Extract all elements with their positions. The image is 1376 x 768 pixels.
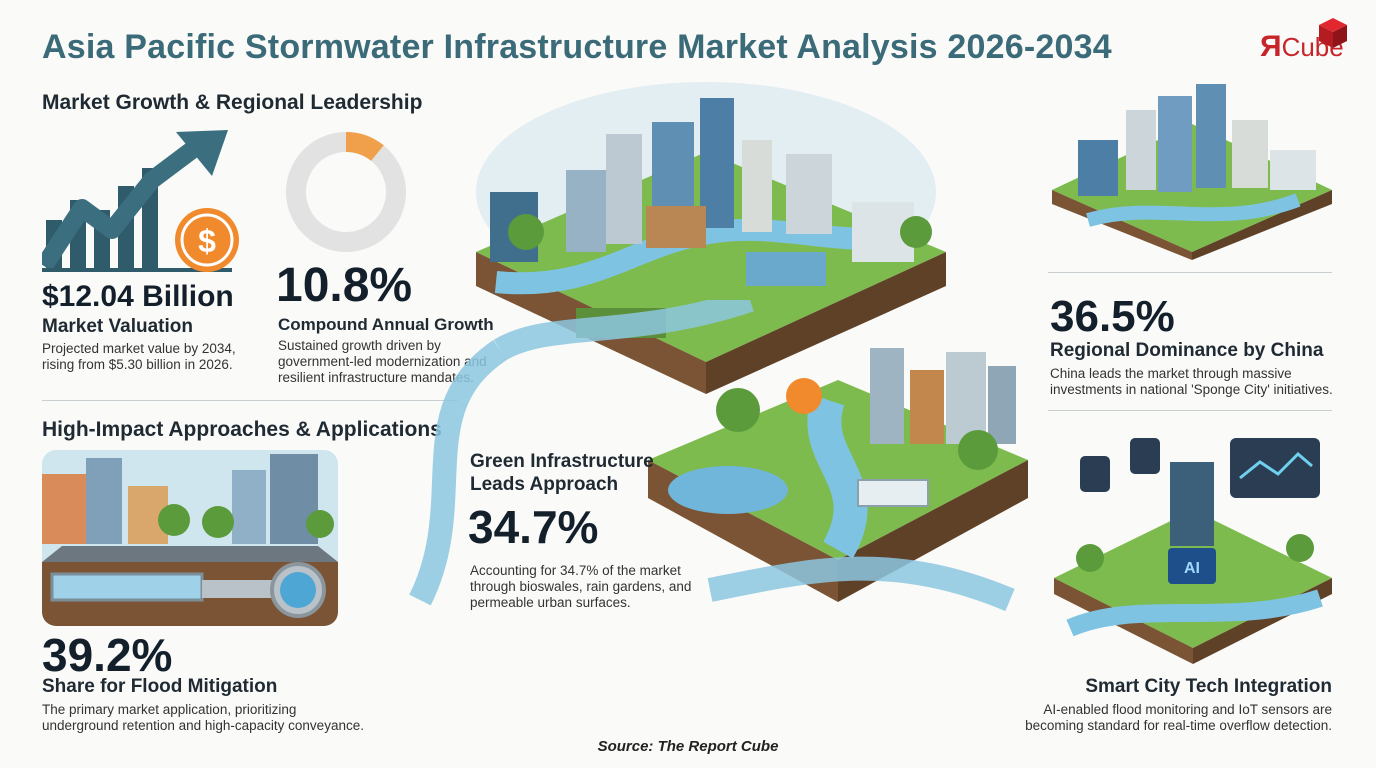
sponge-city-illustration (1052, 84, 1332, 260)
donut-chart-icon (286, 132, 406, 252)
smart-city-illustration: AI (1054, 438, 1332, 664)
city-island-illustration (476, 82, 946, 394)
growth-arrow-icon: $ (42, 130, 239, 272)
green-value: 34.7% (468, 501, 599, 553)
green-label: Green Infrastructure Leads Approach (470, 451, 654, 495)
ai-chip-icon: AI (1168, 548, 1216, 584)
cube-icon (1319, 18, 1347, 48)
section-divider (42, 400, 458, 401)
page-title: Asia Pacific Stormwater Infrastructure M… (42, 28, 1112, 66)
cagr-value: 10.8% (276, 259, 413, 312)
china-label: Regional Dominance by China (1050, 340, 1324, 361)
source-note: Source: The Report Cube (597, 738, 779, 755)
smart-desc: AI-enabled flood monitoring and IoT sens… (1025, 702, 1332, 733)
dollar-coin-icon: $ (175, 208, 239, 272)
china-desc: China leads the market through massive i… (1050, 366, 1333, 397)
section-heading-growth: Market Growth & Regional Leadership (42, 91, 423, 114)
river-path-illustration (409, 300, 1015, 612)
svg-text:AI: AI (1184, 560, 1200, 577)
flood-desc: The primary market application, prioriti… (42, 702, 364, 733)
brand-logo[interactable]: ЯCube (1260, 16, 1350, 66)
valuation-label: Market Valuation (42, 316, 193, 337)
cagr-label: Compound Annual Growth (278, 315, 494, 334)
svg-text:$: $ (198, 223, 216, 259)
cagr-desc: Sustained growth driven by government-le… (278, 338, 487, 385)
section-heading-approaches: High-Impact Approaches & Applications (42, 418, 442, 441)
monitor-icon (1230, 438, 1320, 498)
china-divider-bottom (1048, 410, 1332, 411)
china-divider-top (1048, 272, 1332, 273)
flood-label: Share for Flood Mitigation (42, 676, 278, 697)
flood-pipe-illustration (42, 450, 338, 626)
smart-label: Smart City Tech Integration (1085, 676, 1332, 697)
valuation-desc: Projected market value by 2034, rising f… (42, 341, 236, 372)
valuation-value: $12.04 Billion (42, 280, 234, 313)
green-desc: Accounting for 34.7% of the market throu… (470, 563, 692, 610)
chip-icon (1130, 438, 1160, 474)
china-value: 36.5% (1050, 292, 1175, 341)
flood-value: 39.2% (42, 629, 173, 681)
sensor-icon (1080, 456, 1110, 492)
server-icon (1170, 462, 1214, 546)
